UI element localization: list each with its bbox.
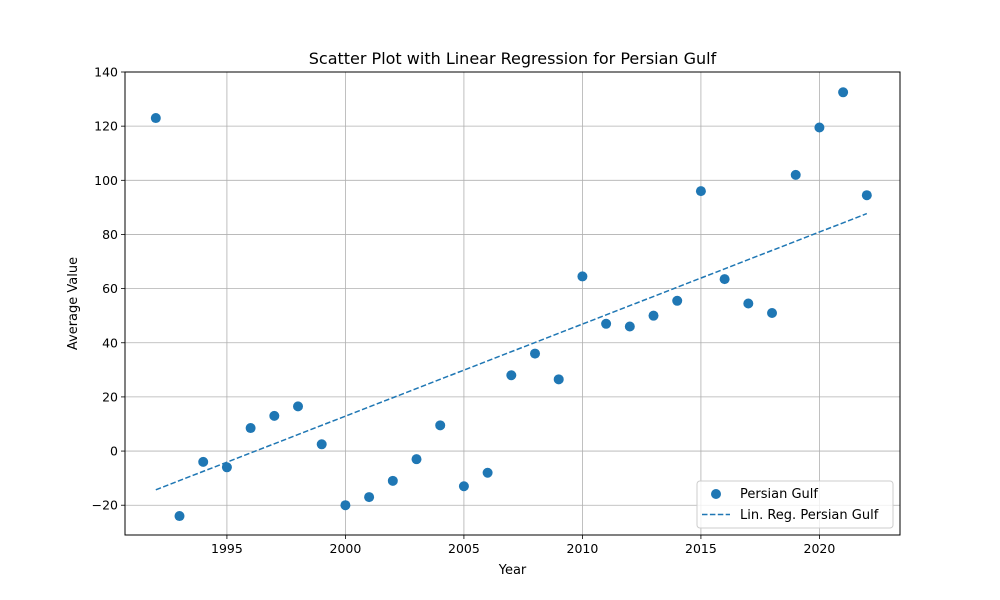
- legend-label-regression: Lin. Reg. Persian Gulf: [740, 508, 879, 523]
- data-point: [411, 454, 422, 465]
- y-tick-label: 0: [110, 444, 118, 459]
- data-point: [245, 423, 256, 434]
- x-tick-label: 2015: [685, 541, 717, 556]
- data-point: [672, 295, 683, 306]
- data-point: [435, 420, 446, 431]
- data-point: [648, 310, 659, 321]
- data-point: [198, 456, 209, 467]
- data-point: [838, 87, 849, 98]
- scatter-points: [150, 87, 872, 522]
- data-point: [790, 169, 801, 180]
- y-tick-label: 60: [102, 281, 118, 296]
- data-point: [767, 307, 778, 318]
- data-point: [506, 370, 517, 381]
- regression-line: [155, 212, 868, 491]
- x-tick-label: 2010: [567, 541, 599, 556]
- data-point: [316, 439, 327, 450]
- regression-line-group: [155, 212, 868, 491]
- data-point: [814, 122, 825, 133]
- x-tick-label: 2000: [330, 541, 362, 556]
- legend-box: [696, 480, 894, 529]
- legend-scatter-marker: [711, 489, 721, 499]
- data-point: [340, 500, 351, 511]
- data-point: [553, 374, 564, 385]
- data-point: [530, 348, 541, 359]
- data-point: [364, 492, 375, 503]
- data-point: [577, 271, 588, 282]
- data-point: [861, 190, 872, 201]
- legend-label-scatter: Persian Gulf: [740, 487, 818, 502]
- data-point: [719, 274, 730, 285]
- y-tick-label: 140: [94, 65, 118, 80]
- x-tick-label: 2020: [804, 541, 836, 556]
- data-point: [743, 298, 754, 309]
- y-tick-label: −20: [92, 498, 118, 513]
- data-point: [269, 410, 280, 421]
- data-point: [482, 467, 493, 478]
- plot-frame: [124, 71, 901, 536]
- x-axis-label: Year: [498, 563, 527, 578]
- x-tick-label: 1995: [211, 541, 243, 556]
- data-point: [387, 475, 398, 486]
- y-tick-label: 20: [102, 389, 118, 404]
- data-point: [150, 113, 161, 124]
- data-point: [624, 321, 635, 332]
- data-point: [695, 186, 706, 197]
- x-tick-label: 2005: [448, 541, 480, 556]
- y-tick-label: 100: [94, 173, 118, 188]
- data-point: [221, 462, 232, 473]
- data-point: [601, 318, 612, 329]
- y-tick-label: 80: [102, 227, 118, 242]
- data-point: [458, 481, 469, 492]
- x-axis-ticks: 1995 2000 2005 2010 2015 2020: [211, 535, 835, 556]
- y-tick-label: 40: [102, 335, 118, 350]
- chart-title: Scatter Plot with Linear Regression for …: [309, 49, 717, 68]
- y-axis-ticks: −20 0 20 40 60 80 100 120 140: [92, 65, 125, 513]
- legend: Persian Gulf Lin. Reg. Persian Gulf: [696, 480, 894, 529]
- y-tick-label: 120: [94, 119, 118, 134]
- data-point: [293, 401, 304, 412]
- y-axis-label: Average Value: [66, 257, 81, 350]
- data-point: [174, 511, 185, 522]
